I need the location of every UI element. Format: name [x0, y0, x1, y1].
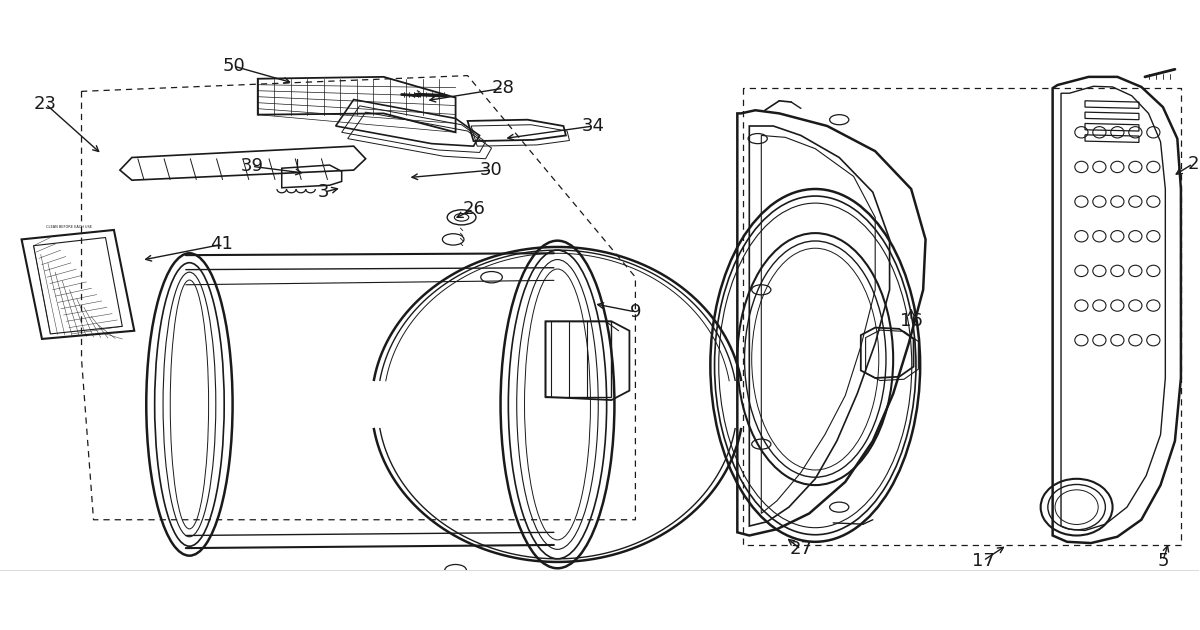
Text: 39: 39 [240, 158, 263, 175]
Text: 3: 3 [318, 183, 330, 201]
Text: 34: 34 [582, 117, 605, 135]
Text: 41: 41 [210, 236, 233, 253]
Text: 30: 30 [480, 161, 503, 179]
Text: 16: 16 [900, 312, 923, 330]
Text: 2: 2 [1187, 155, 1199, 173]
Polygon shape [0, 570, 1199, 630]
Text: 9: 9 [630, 303, 641, 321]
Text: 28: 28 [492, 79, 515, 97]
Text: 17: 17 [972, 552, 995, 570]
Text: CLEAN BEFORE EACH USE: CLEAN BEFORE EACH USE [46, 225, 91, 229]
Text: 23: 23 [34, 95, 58, 113]
Text: 50: 50 [222, 57, 245, 75]
Text: 27: 27 [790, 541, 812, 558]
Text: 5: 5 [1157, 552, 1169, 570]
Text: 26: 26 [462, 200, 485, 218]
